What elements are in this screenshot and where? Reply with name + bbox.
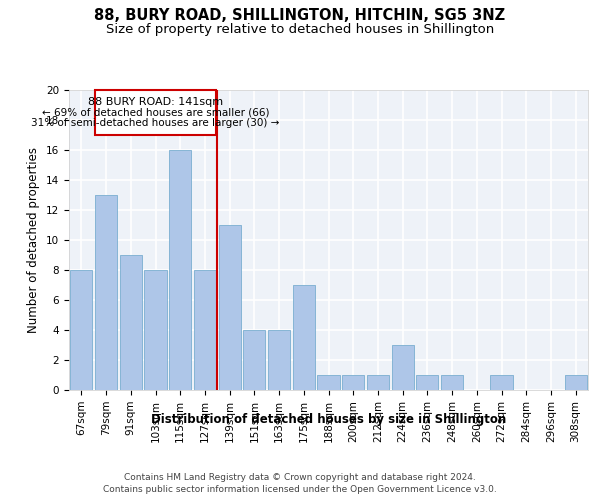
Bar (392, 345, 414, 390)
Bar (95, 90, 216, 135)
Bar (441, 375, 463, 390)
Bar (490, 375, 512, 390)
Bar (145, 270, 167, 390)
Text: ← 69% of detached houses are smaller (66): ← 69% of detached houses are smaller (66… (42, 108, 269, 117)
Bar (293, 285, 315, 390)
Text: Distribution of detached houses by size in Shillington: Distribution of detached houses by size … (151, 412, 506, 426)
Text: 88, BURY ROAD, SHILLINGTON, HITCHIN, SG5 3NZ: 88, BURY ROAD, SHILLINGTON, HITCHIN, SG5… (94, 8, 506, 22)
Text: Contains HM Land Registry data © Crown copyright and database right 2024.
Contai: Contains HM Land Registry data © Crown c… (103, 472, 497, 494)
Bar (218, 225, 241, 390)
Text: Size of property relative to detached houses in Shillington: Size of property relative to detached ho… (106, 22, 494, 36)
Bar (416, 375, 439, 390)
Bar (268, 330, 290, 390)
Text: 88 BURY ROAD: 141sqm: 88 BURY ROAD: 141sqm (88, 97, 223, 107)
Bar (119, 255, 142, 390)
Bar (317, 375, 340, 390)
Bar (70, 270, 92, 390)
Bar (169, 150, 191, 390)
Bar (243, 330, 265, 390)
Bar (95, 195, 117, 390)
Bar (565, 375, 587, 390)
Bar (342, 375, 364, 390)
Y-axis label: Number of detached properties: Number of detached properties (28, 147, 40, 333)
Text: 31% of semi-detached houses are larger (30) →: 31% of semi-detached houses are larger (… (31, 118, 280, 128)
Bar (367, 375, 389, 390)
Bar (194, 270, 216, 390)
